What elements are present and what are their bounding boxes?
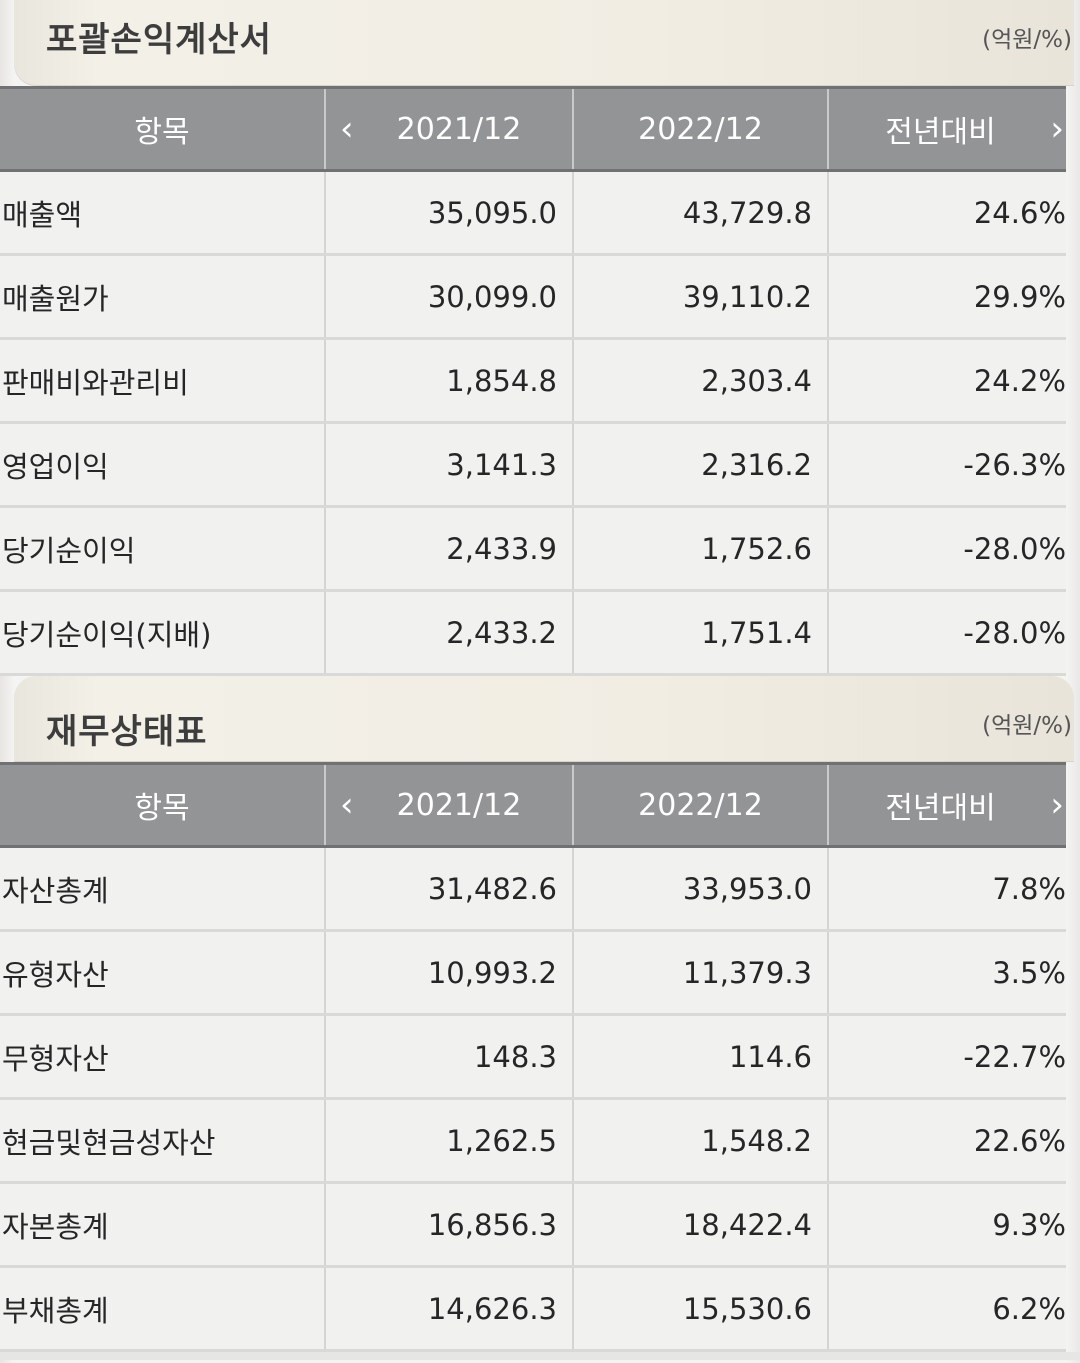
value-year2: 39,110.2: [573, 254, 829, 340]
value-yoy: -28.0%: [828, 590, 1066, 676]
value-yoy: 9.3%: [828, 1182, 1066, 1268]
table-row: 영업이익 3,141.3 2,316.2 -26.3%: [0, 422, 1066, 508]
value-year2: 15,530.6: [573, 1266, 829, 1352]
row-label: 매출원가: [0, 254, 326, 340]
value-year1: 148.3: [325, 1014, 574, 1100]
value-year2: 114.6: [573, 1014, 829, 1100]
table-row: 매출액 35,095.0 43,729.8 24.6%: [0, 170, 1066, 256]
table-row: 자본총계 16,856.3 18,422.4 9.3%: [0, 1182, 1066, 1268]
value-year1: 2,433.2: [325, 590, 574, 676]
row-label: 자본총계: [0, 1182, 326, 1268]
column-header-yoy: 전년대비 ›: [828, 86, 1066, 172]
column-header-year2: 2022/12: [573, 86, 829, 172]
balance-sheet-unit: (억원/%): [982, 713, 1072, 739]
value-yoy: 24.2%: [828, 338, 1066, 424]
table-row: 무형자산 148.3 114.6 -22.7%: [0, 1014, 1066, 1100]
income-statement-title: 포괄손익계산서: [46, 20, 272, 60]
value-year1: 1,262.5: [325, 1098, 574, 1184]
row-label: 유형자산: [0, 930, 326, 1016]
value-yoy: 6.2%: [828, 1266, 1066, 1352]
balance-sheet-body: 자산총계 31,482.6 33,953.0 7.8% 유형자산 10,993.2 11,3…: [0, 846, 1066, 1352]
value-year2: 43,729.8: [573, 170, 829, 256]
value-year2: 1,751.4: [573, 590, 829, 676]
value-year1: 35,095.0: [325, 170, 574, 256]
value-yoy: -22.7%: [828, 1014, 1066, 1100]
column-header-year2: 2022/12: [573, 762, 829, 848]
column-header-item: 항목: [0, 762, 326, 848]
table-row: 매출원가 30,099.0 39,110.2 29.9%: [0, 254, 1066, 340]
value-yoy: 3.5%: [828, 930, 1066, 1016]
value-year2: 18,422.4: [573, 1182, 829, 1268]
income-statement-body: 매출액 35,095.0 43,729.8 24.6% 매출원가 30,099.0 39,1…: [0, 170, 1066, 676]
value-yoy: 7.8%: [828, 846, 1066, 932]
income-statement-table: 항목 ‹ 2021/12 2022/12 전년대비 › 매출액 35,095.0 4…: [0, 86, 1066, 676]
row-label: 현금및현금성자산: [0, 1098, 326, 1184]
income-statement-unit: (억원/%): [982, 27, 1072, 53]
value-year2: 2,303.4: [573, 338, 829, 424]
row-label: 판매비와관리비: [0, 338, 326, 424]
value-year2: 1,752.6: [573, 506, 829, 592]
value-yoy: 24.6%: [828, 170, 1066, 256]
table-row: 판매비와관리비 1,854.8 2,303.4 24.2%: [0, 338, 1066, 424]
income-statement-header-row: 항목 ‹ 2021/12 2022/12 전년대비 ›: [0, 86, 1066, 172]
value-yoy: -28.0%: [828, 506, 1066, 592]
column-header-item: 항목: [0, 86, 326, 172]
table-row: 당기순이익 2,433.9 1,752.6 -28.0%: [0, 506, 1066, 592]
value-year2: 2,316.2: [573, 422, 829, 508]
value-yoy: -26.3%: [828, 422, 1066, 508]
table-row: 당기순이익(지배) 2,433.2 1,751.4 -28.0%: [0, 590, 1066, 676]
table-row: 유형자산 10,993.2 11,379.3 3.5%: [0, 930, 1066, 1016]
value-year1: 2,433.9: [325, 506, 574, 592]
value-year2: 1,548.2: [573, 1098, 829, 1184]
table-row: 부채총계 14,626.3 15,530.6 6.2%: [0, 1266, 1066, 1352]
balance-sheet-title: 재무상태표: [46, 712, 208, 752]
value-year1: 31,482.6: [325, 846, 574, 932]
value-yoy: 29.9%: [828, 254, 1066, 340]
value-year2: 33,953.0: [573, 846, 829, 932]
balance-sheet-table: 항목 ‹ 2021/12 2022/12 전년대비 › 자산총계 31,482.6…: [0, 762, 1066, 1352]
chevron-right-icon[interactable]: ›: [1050, 109, 1064, 149]
value-year2: 11,379.3: [573, 930, 829, 1016]
value-year1: 10,993.2: [325, 930, 574, 1016]
table-row: 자산총계 31,482.6 33,953.0 7.8%: [0, 846, 1066, 932]
value-year1: 16,856.3: [325, 1182, 574, 1268]
chevron-left-icon[interactable]: ‹: [340, 109, 354, 149]
chevron-right-icon[interactable]: ›: [1050, 785, 1064, 825]
row-label: 당기순이익: [0, 506, 326, 592]
value-year1: 1,854.8: [325, 338, 574, 424]
row-label: 자산총계: [0, 846, 326, 932]
bottom-divider: [0, 1352, 1080, 1360]
row-label: 무형자산: [0, 1014, 326, 1100]
balance-sheet-header: 재무상태표 (억원/%): [14, 676, 1074, 762]
column-header-year1: ‹ 2021/12: [325, 86, 574, 172]
row-label: 당기순이익(지배): [0, 590, 326, 676]
row-label: 매출액: [0, 170, 326, 256]
table-row: 현금및현금성자산 1,262.5 1,548.2 22.6%: [0, 1098, 1066, 1184]
chevron-left-icon[interactable]: ‹: [340, 785, 354, 825]
balance-sheet-header-row: 항목 ‹ 2021/12 2022/12 전년대비 ›: [0, 762, 1066, 848]
row-label: 영업이익: [0, 422, 326, 508]
value-year1: 3,141.3: [325, 422, 574, 508]
value-yoy: 22.6%: [828, 1098, 1066, 1184]
value-year1: 30,099.0: [325, 254, 574, 340]
income-statement-header: 포괄손익계산서 (억원/%): [14, 0, 1074, 86]
row-label: 부채총계: [0, 1266, 326, 1352]
column-header-year1: ‹ 2021/12: [325, 762, 574, 848]
value-year1: 14,626.3: [325, 1266, 574, 1352]
column-header-yoy: 전년대비 ›: [828, 762, 1066, 848]
